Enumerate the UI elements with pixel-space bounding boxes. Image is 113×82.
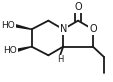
Text: HO: HO	[3, 46, 17, 55]
Text: H: H	[57, 55, 63, 64]
Text: N: N	[59, 24, 66, 34]
Polygon shape	[17, 47, 31, 51]
Text: O: O	[74, 2, 81, 12]
Text: O: O	[88, 24, 96, 34]
Text: HO: HO	[1, 21, 15, 30]
Polygon shape	[15, 25, 31, 29]
